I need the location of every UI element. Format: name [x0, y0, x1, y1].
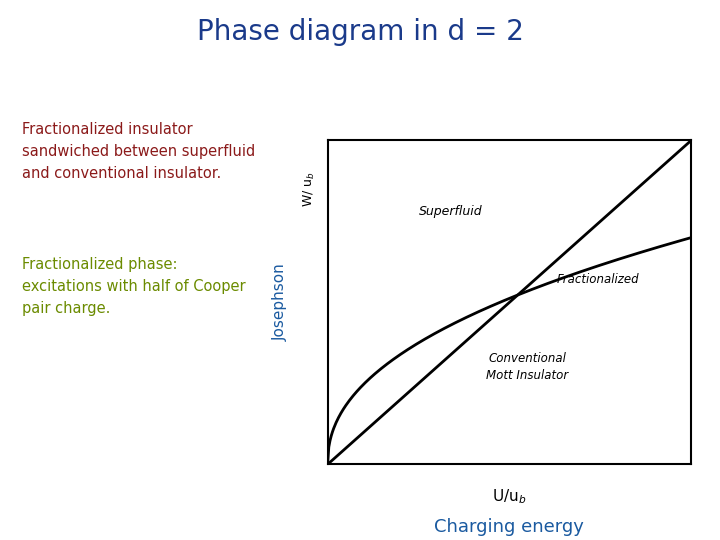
Text: Fractionalized phase:
excitations with half of Cooper
pair charge.: Fractionalized phase: excitations with h…: [22, 256, 246, 316]
Text: Conventional
Mott Insulator: Conventional Mott Insulator: [487, 352, 569, 382]
Text: Superfluid: Superfluid: [418, 205, 482, 218]
Text: Phase diagram in d = 2: Phase diagram in d = 2: [197, 18, 523, 46]
Text: Charging energy: Charging energy: [434, 517, 585, 536]
Text: Fractionalized insulator
sandwiched between superfluid
and conventional insulato: Fractionalized insulator sandwiched betw…: [22, 122, 255, 181]
Text: U/u$_b$: U/u$_b$: [492, 488, 526, 506]
Text: Fractionalized: Fractionalized: [557, 273, 639, 286]
Text: W/ u$_b$: W/ u$_b$: [302, 171, 317, 207]
Text: Josephson: Josephson: [274, 264, 288, 341]
